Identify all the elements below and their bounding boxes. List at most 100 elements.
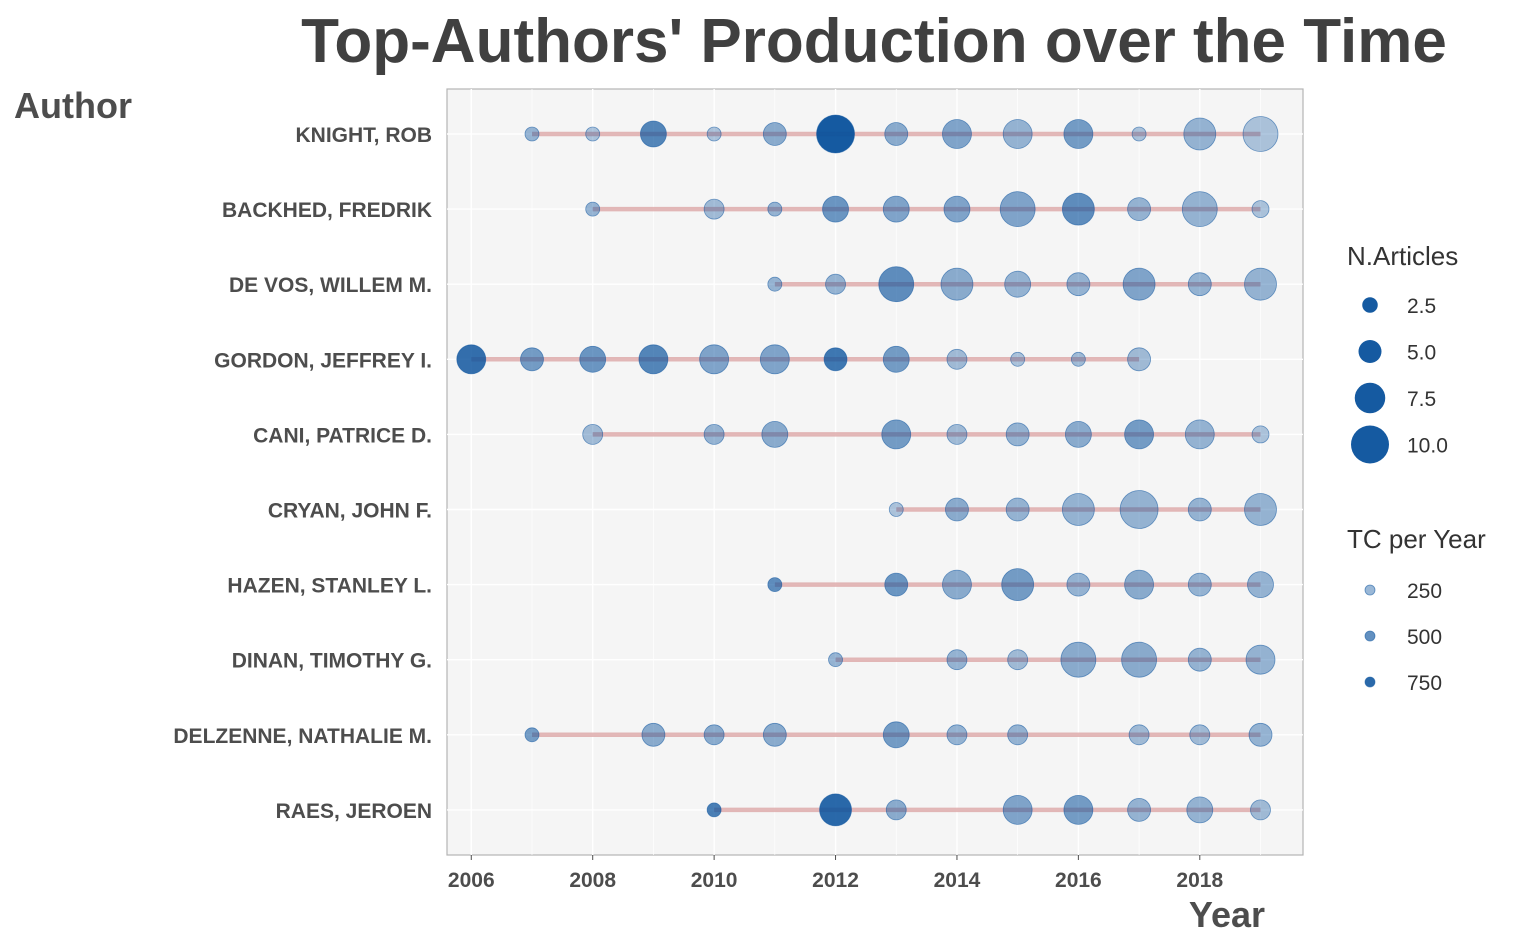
author-label: HAZEN, STANLEY L. bbox=[227, 575, 432, 598]
size-legend-label: 5.0 bbox=[1407, 342, 1436, 365]
author-year-point bbox=[1007, 724, 1029, 746]
author-year-point bbox=[1004, 270, 1032, 298]
author-year-point bbox=[884, 122, 909, 146]
size-legend-label: 2.5 bbox=[1407, 295, 1436, 318]
author-year-point bbox=[762, 722, 787, 747]
author-year-point bbox=[1248, 722, 1273, 747]
author-year-point bbox=[761, 420, 789, 448]
author-year-point bbox=[1124, 569, 1154, 600]
color-legend-swatch bbox=[1364, 584, 1376, 596]
x-tick-label: 2018 bbox=[1176, 869, 1223, 892]
author-year-point bbox=[882, 345, 910, 373]
author-label: KNIGHT, ROB bbox=[296, 124, 433, 147]
author-year-point bbox=[1181, 191, 1218, 228]
color-legend-swatch bbox=[1364, 630, 1376, 642]
author-year-point bbox=[1187, 272, 1212, 297]
data-points bbox=[456, 114, 1279, 827]
x-tick-label: 2016 bbox=[1055, 869, 1102, 892]
author-year-point bbox=[1005, 422, 1030, 447]
y-axis-title: Author bbox=[14, 85, 132, 126]
author-year-point bbox=[946, 348, 968, 370]
author-year-point bbox=[1066, 272, 1091, 297]
author-year-point bbox=[946, 423, 968, 445]
author-year-point bbox=[828, 652, 843, 668]
author-label: DE VOS, WILLEM M. bbox=[229, 274, 432, 297]
author-year-point bbox=[1245, 644, 1276, 675]
author-year-point bbox=[1127, 347, 1151, 372]
author-year-point bbox=[1061, 192, 1095, 226]
author-year-point bbox=[1060, 641, 1097, 678]
author-year-point bbox=[943, 195, 971, 223]
author-year-point bbox=[1131, 126, 1147, 142]
author-year-point bbox=[882, 721, 910, 749]
author-year-point bbox=[585, 201, 601, 217]
author-year-point bbox=[1250, 799, 1271, 821]
author-labels: KNIGHT, ROB BACKHED, FREDRIK DE VOS, WILLE… bbox=[173, 124, 432, 823]
author-year-point bbox=[1244, 493, 1277, 526]
size-legend-swatch bbox=[1358, 340, 1382, 363]
author-year-point bbox=[706, 126, 722, 142]
chart-title: Top-Authors' Production over the Time bbox=[301, 7, 1447, 76]
author-year-point bbox=[759, 344, 790, 375]
author-year-point bbox=[942, 119, 972, 149]
author-year-point bbox=[1128, 724, 1150, 746]
author-year-point bbox=[1127, 197, 1151, 222]
author-label: DINAN, TIMOTHY G. bbox=[232, 650, 432, 673]
author-year-point bbox=[1251, 200, 1270, 219]
plot-panel bbox=[446, 88, 1304, 856]
author-year-point bbox=[1001, 568, 1035, 601]
author-year-point bbox=[1066, 572, 1091, 597]
author-year-point bbox=[1186, 796, 1214, 824]
author-year-point bbox=[1005, 497, 1030, 522]
author-year-point bbox=[942, 569, 972, 600]
author-year-point bbox=[1251, 425, 1270, 444]
size-legend-swatch bbox=[1362, 297, 1378, 313]
author-year-point bbox=[940, 267, 974, 301]
author-year-point bbox=[1122, 267, 1156, 301]
author-year-point bbox=[822, 195, 849, 223]
author-year-point bbox=[878, 266, 915, 303]
author-year-point bbox=[1244, 267, 1277, 301]
author-year-point bbox=[888, 502, 904, 517]
author-year-point bbox=[816, 114, 855, 154]
x-tick-label: 2012 bbox=[812, 869, 859, 892]
author-year-point bbox=[1002, 119, 1033, 149]
author-label: CRYAN, JOHN F. bbox=[268, 500, 432, 523]
author-year-point bbox=[706, 802, 722, 818]
author-year-point bbox=[767, 276, 783, 292]
author-year-point bbox=[1184, 419, 1215, 450]
size-legend-label: 7.5 bbox=[1407, 388, 1436, 411]
author-year-point bbox=[524, 727, 540, 743]
author-year-point bbox=[1127, 798, 1151, 822]
author-year-point bbox=[945, 497, 969, 522]
author-year-point bbox=[1183, 117, 1217, 151]
author-year-point bbox=[703, 423, 725, 445]
size-legend-swatch bbox=[1351, 425, 1389, 464]
author-year-point bbox=[767, 577, 783, 592]
author-year-point bbox=[1002, 795, 1033, 825]
author-year-point bbox=[999, 191, 1036, 228]
author-year-point bbox=[703, 724, 725, 746]
author-year-point bbox=[1187, 572, 1212, 597]
color-legend-label: 250 bbox=[1407, 580, 1442, 603]
author-year-point bbox=[823, 347, 848, 372]
size-legend-title: N.Articles bbox=[1347, 241, 1458, 271]
author-year-point bbox=[640, 120, 667, 148]
size-legend: N.Articles 2.5 5.0 7.5 10.0 bbox=[1347, 241, 1458, 464]
author-year-point bbox=[1007, 649, 1029, 671]
author-year-point bbox=[1187, 647, 1212, 672]
author-label: RAES, JEROEN bbox=[276, 800, 432, 823]
author-year-point bbox=[703, 198, 725, 220]
author-year-point bbox=[825, 273, 846, 295]
author-year-point bbox=[638, 344, 669, 375]
author-year-point bbox=[1247, 571, 1274, 598]
author-year-point bbox=[884, 572, 909, 597]
author-label: BACKHED, FREDRIK bbox=[222, 199, 432, 222]
author-year-point bbox=[699, 344, 730, 375]
author-year-point bbox=[946, 649, 968, 671]
author-year-point bbox=[582, 423, 604, 445]
author-year-point bbox=[520, 347, 544, 372]
author-year-point bbox=[456, 344, 487, 375]
x-axis-title: Year bbox=[1189, 894, 1265, 935]
